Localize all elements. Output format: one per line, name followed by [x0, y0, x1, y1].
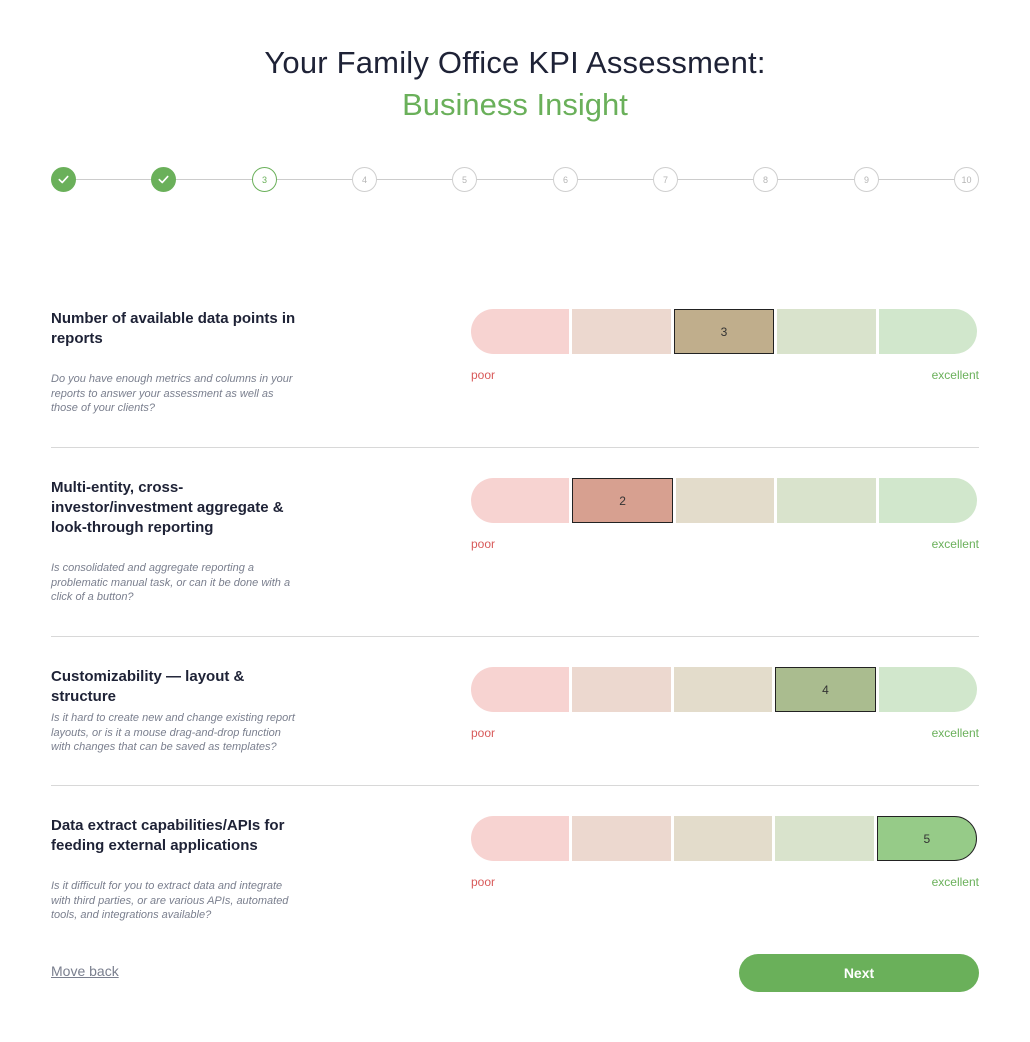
question-title: Number of available data points in repor… [51, 310, 296, 347]
step-number: 8 [762, 174, 768, 185]
rating-option-2[interactable] [572, 309, 671, 354]
rating-option-5[interactable]: 5 [876, 816, 978, 861]
page-title-line2: Business Insight [402, 87, 628, 122]
question-title: Multi-entity, cross-investor/investment … [51, 479, 284, 536]
scale-label-excellent: excellent [931, 537, 979, 551]
scale-label-poor: poor [471, 368, 496, 382]
step-2 [151, 167, 176, 192]
question-title: Customizability — layout & structure [51, 668, 245, 705]
rating-value: 2 [619, 493, 626, 508]
step-number: 3 [261, 174, 267, 185]
rating-option-3[interactable] [673, 816, 773, 861]
step-number: 6 [562, 174, 568, 185]
step-10: 10 [954, 167, 979, 192]
progress-stepper: 3 4 5 6 7 8 9 10 [51, 167, 979, 192]
divider [51, 447, 979, 448]
rating-option-1[interactable] [471, 309, 570, 354]
rating-scale: 3 [471, 309, 978, 354]
step-3: 3 [252, 167, 277, 192]
stepper-line [63, 179, 967, 180]
rating-option-5[interactable] [878, 478, 978, 523]
rating-value: 4 [822, 682, 829, 697]
step-7: 7 [653, 167, 678, 192]
rating-option-3[interactable]: 3 [673, 309, 775, 354]
scale-label-excellent: excellent [931, 368, 979, 382]
scale-label-poor: poor [471, 726, 496, 740]
divider [51, 636, 979, 637]
rating-option-4[interactable]: 4 [775, 667, 876, 712]
check-icon [158, 175, 169, 184]
rating-option-3[interactable] [675, 478, 775, 523]
page-title: Your Family Office KPI Assessment: Busin… [0, 42, 1030, 126]
divider [51, 785, 979, 786]
rating-option-2[interactable] [572, 816, 671, 861]
step-number: 5 [461, 174, 467, 185]
rating-option-1[interactable] [471, 816, 570, 861]
rating-option-3[interactable] [673, 667, 773, 712]
step-6: 6 [553, 167, 578, 192]
rating-option-5[interactable] [878, 667, 978, 712]
question-description: Is consolidated and aggregate reporting … [51, 562, 291, 603]
step-9: 9 [854, 167, 879, 192]
rating-option-1[interactable] [471, 478, 570, 523]
page-title-line1: Your Family Office KPI Assessment: [264, 45, 766, 80]
next-button[interactable]: Next [739, 954, 979, 992]
scale-label-excellent: excellent [931, 726, 979, 740]
rating-scale: 2 [471, 478, 978, 523]
step-number: 10 [961, 174, 972, 185]
rating-option-4[interactable] [777, 478, 876, 523]
rating-value: 5 [923, 831, 931, 846]
question-description: Do you have enough metrics and columns i… [51, 373, 293, 414]
step-5: 5 [452, 167, 477, 192]
rating-option-1[interactable] [471, 667, 570, 712]
rating-option-4[interactable] [777, 309, 876, 354]
step-1 [51, 167, 76, 192]
scale-label-poor: poor [471, 875, 496, 889]
rating-value: 3 [720, 324, 728, 339]
check-icon [58, 175, 69, 184]
question-description: Is it hard to create new and change exis… [51, 712, 295, 753]
rating-scale: 5 [471, 816, 978, 861]
question-title: Data extract capabilities/APIs for feedi… [51, 817, 285, 854]
move-back-link[interactable]: Move back [51, 963, 119, 979]
question-description: Is it difficult for you to extract data … [51, 880, 289, 921]
step-number: 4 [361, 174, 367, 185]
rating-option-2[interactable]: 2 [572, 478, 673, 523]
rating-scale: 4 [471, 667, 978, 712]
rating-option-4[interactable] [775, 816, 874, 861]
step-number: 9 [863, 174, 869, 185]
rating-option-2[interactable] [572, 667, 671, 712]
step-4: 4 [352, 167, 377, 192]
rating-option-5[interactable] [878, 309, 978, 354]
step-8: 8 [753, 167, 778, 192]
scale-label-excellent: excellent [931, 875, 979, 889]
step-number: 7 [662, 174, 668, 185]
scale-label-poor: poor [471, 537, 496, 551]
